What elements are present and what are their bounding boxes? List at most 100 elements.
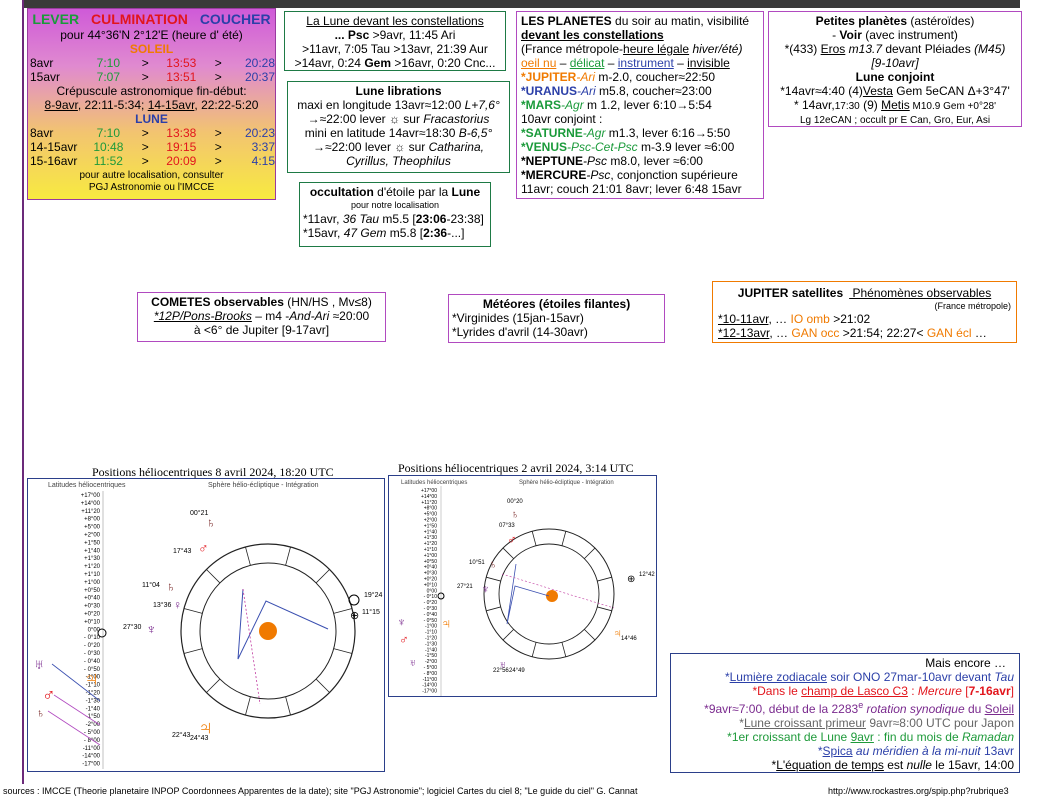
- saturn-glyph-icon: ♄: [511, 509, 519, 521]
- libration-line: →≈22:00 lever ☼ sur Catharina,: [292, 140, 505, 154]
- latitude-tick-label: +11°20: [81, 509, 100, 515]
- left-rule: [22, 0, 24, 784]
- enc-link[interactable]: Lune croissant primeur: [743, 716, 866, 730]
- latitude-tick-label: -1°00: [425, 624, 437, 630]
- enc-text: le 15avr, 14:00: [931, 758, 1014, 772]
- ast-text: *(433): [784, 42, 821, 56]
- planet-info: m5.8, coucher≈23:00: [595, 84, 712, 98]
- zodiac-spoke: [285, 546, 291, 566]
- jupiter-glyph-icon: ♃: [441, 615, 452, 631]
- jupiter-glyph-icon: ♃: [613, 626, 622, 640]
- occultation-sub: pour notre localisation: [350, 200, 440, 210]
- latitude-tick-label: +1°40: [84, 548, 101, 554]
- enc-text: soir ONO 27mar-10avr devant: [827, 670, 995, 684]
- latitude-tick-label: +1°00: [84, 580, 101, 586]
- meteor-line: *Lyrides d'avril (14-30avr): [452, 325, 588, 339]
- sun-culm: 13:51: [166, 70, 197, 84]
- enc-link[interactable]: Lumière zodiacale: [729, 670, 828, 684]
- latitude-tick-label: 0°00: [427, 588, 438, 594]
- libration-line: mini en latitude 14avr≈18:30 B-6,5°: [292, 126, 505, 140]
- jup-text: >21:02: [829, 312, 871, 326]
- comets-panel: COMETES observables (HN/HS , Mv≤8) *12P/…: [137, 292, 386, 342]
- comet-line: à <6° de Jupiter [9-17avr]: [193, 323, 330, 337]
- enc-text: *: [724, 670, 730, 684]
- ecliptic-inner-ring: [498, 543, 600, 645]
- angle-label: 11°04: [142, 581, 160, 589]
- latitude-tick-label: - 0°50: [424, 618, 438, 624]
- latitude-tick-label: -1°10: [425, 630, 437, 636]
- latitude-tick-label: +0°30: [84, 604, 101, 610]
- enc-link[interactable]: Soleil: [984, 702, 1014, 716]
- sun-icon: [259, 622, 277, 640]
- latitude-tick-label: - 0°10: [424, 594, 438, 600]
- enc-link[interactable]: Spica: [822, 744, 853, 758]
- planet-name: *VENUS: [521, 140, 568, 154]
- jupiter-line: *10-11avr, … IO omb >21:02: [718, 312, 1011, 326]
- planet-name: *URANUS: [521, 84, 578, 98]
- lib-text: →≈22:00 lever ☼ sur: [307, 112, 424, 126]
- sun-row: 15avr 7:07 > 13:51 > 20:37: [28, 70, 275, 84]
- enc-link[interactable]: champ de Lasco C3: [801, 684, 908, 698]
- planet-saturne: *SATURNE-Agr m1.3, lever 6:16→5:50: [521, 126, 759, 140]
- url-footer[interactable]: http://www.rockastres.org/spip.php?rubri…: [828, 786, 1009, 796]
- lib-crater: Catharina,: [428, 140, 484, 154]
- latitude-tick-label: +0°20: [424, 577, 437, 583]
- librations-box: Lune librations maxi en longitude 13avr≈…: [287, 81, 510, 173]
- ast-text: * 14avr,: [794, 98, 835, 112]
- moon-culm: 13:38: [166, 126, 197, 140]
- angle-label: 24°49: [509, 668, 525, 674]
- uranus-glyph-icon: ♅: [34, 656, 45, 672]
- asteroids-subtitle: - Voir (avec instrument): [772, 28, 1018, 42]
- latitude-tick-label: +2°00: [424, 518, 437, 524]
- latitude-tick-label: +1°30: [424, 535, 437, 541]
- orbit-lines: [237, 588, 329, 660]
- latitude-tick-label: +8°00: [84, 517, 101, 523]
- ast-text: *14avr≈4:40 (4): [780, 84, 863, 98]
- latitude-tick-label: -17°00: [82, 762, 100, 768]
- latitude-tick-label: +0°50: [424, 559, 437, 565]
- occ-star: 47 Gem: [343, 226, 387, 240]
- planet-info: m-3.9 lever ≈6:00: [637, 140, 735, 154]
- enc-text: [: [961, 684, 969, 698]
- latitude-tick-label: -2°00: [425, 659, 437, 665]
- enc-text: nulle: [906, 758, 932, 772]
- enc-text: Tau: [994, 670, 1014, 684]
- sep: >: [141, 140, 149, 154]
- planet-info: m 1.2, lever 6:10→5:54: [583, 98, 712, 112]
- jup-title: Phénomènes observables: [849, 286, 992, 300]
- enc-text: du: [964, 702, 985, 716]
- planets-note: (France métropole-heure légale hiver/été…: [521, 42, 759, 56]
- ast-name: Eros: [820, 42, 846, 56]
- zodiac-spoke: [486, 576, 501, 582]
- planet-const: -Psc: [586, 168, 611, 182]
- asteroid-vesta: *14avr≈4:40 (4)Vesta Gem 5eCAN Δ+3°47': [772, 84, 1018, 98]
- planets-panel: LES PLANETES du soir au matin, visibilit…: [516, 11, 764, 199]
- angle-label: 22°56: [493, 668, 509, 674]
- saturn-glyph-icon: ♄: [489, 559, 497, 571]
- zodiac-spoke: [206, 569, 221, 584]
- neptune-glyph-icon: ♆: [146, 621, 157, 637]
- ast-mag: m13.7: [845, 42, 882, 56]
- zodiac-spoke: [333, 648, 353, 654]
- uranus-glyph-icon: ♅: [409, 658, 417, 669]
- planet-const: -Psc: [583, 154, 608, 168]
- moon-rise: 10:48: [93, 140, 124, 154]
- occ-text: -23:38]: [446, 212, 484, 226]
- ecliptic-outer-ring: [483, 528, 615, 660]
- jupiter-line: *12-13avr, … GAN occ >21:54; 22:27< GAN …: [718, 326, 1011, 340]
- lune-conjoint-title: Lune conjoint: [855, 70, 935, 84]
- link-line: [51, 663, 101, 702]
- latitude-tick-label: -1°10: [86, 683, 101, 689]
- enc-text: : fin du mois de: [873, 730, 962, 744]
- moon-row: 14-15avr 10:48 > 19:15 > 3:37: [28, 140, 275, 154]
- legend-sep: –: [673, 56, 688, 70]
- comet-name: *12P/Pons-Brooks: [153, 309, 252, 323]
- angle-label: 24°43: [190, 734, 208, 742]
- asteroids-title-bold: Petites planètes: [815, 14, 907, 28]
- enc-link[interactable]: L'équation de temps: [776, 758, 884, 772]
- enc-text: *1er croissant de Lune: [727, 730, 851, 744]
- const-gem: Gem: [364, 56, 391, 70]
- occ-text: *11avr,: [303, 212, 343, 226]
- jup-title: JUPITER satellites: [737, 286, 844, 300]
- orbit-lines: [506, 563, 550, 625]
